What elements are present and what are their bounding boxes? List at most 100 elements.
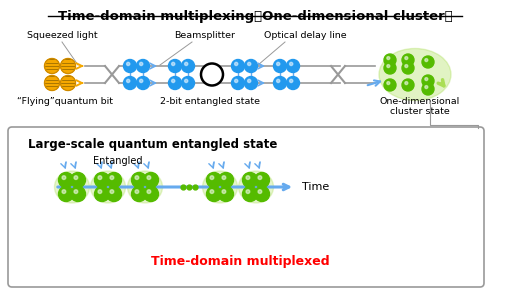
Circle shape: [254, 187, 269, 202]
Circle shape: [74, 190, 78, 194]
Circle shape: [201, 63, 223, 86]
Circle shape: [132, 187, 146, 202]
Circle shape: [425, 86, 428, 89]
Circle shape: [132, 173, 146, 187]
Circle shape: [60, 58, 75, 73]
Circle shape: [106, 173, 121, 187]
Circle shape: [248, 79, 251, 83]
Circle shape: [422, 83, 434, 95]
Ellipse shape: [239, 171, 273, 203]
Circle shape: [172, 62, 175, 66]
Circle shape: [405, 65, 408, 68]
Ellipse shape: [127, 171, 162, 203]
Circle shape: [384, 79, 396, 91]
Text: Time-domain multiplexed: Time-domain multiplexed: [151, 255, 329, 268]
Circle shape: [110, 176, 114, 179]
Circle shape: [422, 75, 434, 87]
Circle shape: [231, 77, 245, 90]
Circle shape: [62, 190, 66, 194]
Circle shape: [273, 77, 287, 90]
Circle shape: [95, 187, 110, 202]
Circle shape: [135, 190, 139, 194]
Circle shape: [425, 77, 428, 81]
Circle shape: [181, 77, 195, 90]
Circle shape: [71, 187, 86, 202]
Circle shape: [287, 77, 300, 90]
Circle shape: [219, 187, 233, 202]
Circle shape: [234, 79, 238, 83]
Circle shape: [246, 190, 250, 194]
Circle shape: [106, 187, 121, 202]
Circle shape: [273, 60, 287, 73]
Text: Squeezed light: Squeezed light: [27, 31, 97, 40]
Ellipse shape: [54, 171, 90, 203]
Circle shape: [258, 190, 262, 194]
Circle shape: [243, 173, 258, 187]
Circle shape: [123, 77, 137, 90]
Circle shape: [60, 75, 75, 90]
Circle shape: [387, 56, 390, 60]
Circle shape: [126, 62, 130, 66]
Circle shape: [405, 82, 408, 85]
Text: One-dimensional
cluster state: One-dimensional cluster state: [380, 97, 460, 116]
Text: Time-domain multiplexing（One-dimensional cluster）: Time-domain multiplexing（One-dimensional…: [58, 10, 453, 23]
Circle shape: [222, 190, 226, 194]
Circle shape: [206, 173, 222, 187]
Circle shape: [384, 62, 396, 74]
Circle shape: [254, 173, 269, 187]
Circle shape: [384, 54, 396, 66]
Circle shape: [168, 77, 181, 90]
Circle shape: [137, 60, 150, 73]
Ellipse shape: [203, 171, 238, 203]
FancyBboxPatch shape: [8, 127, 484, 287]
Circle shape: [147, 176, 151, 179]
Circle shape: [58, 187, 74, 202]
Circle shape: [135, 176, 139, 179]
Circle shape: [58, 173, 74, 187]
Circle shape: [62, 176, 66, 179]
Circle shape: [287, 60, 300, 73]
Circle shape: [110, 190, 114, 194]
Circle shape: [245, 60, 258, 73]
Circle shape: [276, 62, 280, 66]
Ellipse shape: [91, 171, 125, 203]
Text: Time: Time: [302, 182, 329, 192]
Circle shape: [402, 79, 414, 91]
Circle shape: [248, 62, 251, 66]
Text: Optical delay line: Optical delay line: [264, 31, 346, 40]
Circle shape: [206, 187, 222, 202]
Ellipse shape: [379, 48, 451, 101]
Circle shape: [45, 58, 59, 73]
Circle shape: [168, 60, 181, 73]
Circle shape: [258, 176, 262, 179]
Circle shape: [405, 56, 408, 60]
Circle shape: [234, 62, 238, 66]
Circle shape: [246, 176, 250, 179]
Circle shape: [126, 79, 130, 83]
Circle shape: [290, 79, 293, 83]
Circle shape: [98, 190, 102, 194]
Circle shape: [219, 173, 233, 187]
Circle shape: [210, 176, 214, 179]
Circle shape: [387, 82, 390, 85]
Circle shape: [276, 79, 280, 83]
Text: Beamsplitter: Beamsplitter: [175, 31, 236, 40]
Circle shape: [95, 173, 110, 187]
Circle shape: [137, 77, 150, 90]
Circle shape: [402, 62, 414, 74]
Circle shape: [74, 176, 78, 179]
Circle shape: [181, 60, 195, 73]
Circle shape: [140, 79, 143, 83]
Circle shape: [245, 77, 258, 90]
Circle shape: [140, 62, 143, 66]
Circle shape: [290, 62, 293, 66]
Circle shape: [231, 60, 245, 73]
Text: Entangled: Entangled: [93, 156, 143, 166]
Text: “Flying”quantum bit: “Flying”quantum bit: [17, 97, 113, 106]
Circle shape: [222, 176, 226, 179]
Circle shape: [45, 75, 59, 90]
Circle shape: [402, 54, 414, 66]
Circle shape: [172, 79, 175, 83]
Circle shape: [422, 56, 434, 68]
Circle shape: [143, 173, 159, 187]
